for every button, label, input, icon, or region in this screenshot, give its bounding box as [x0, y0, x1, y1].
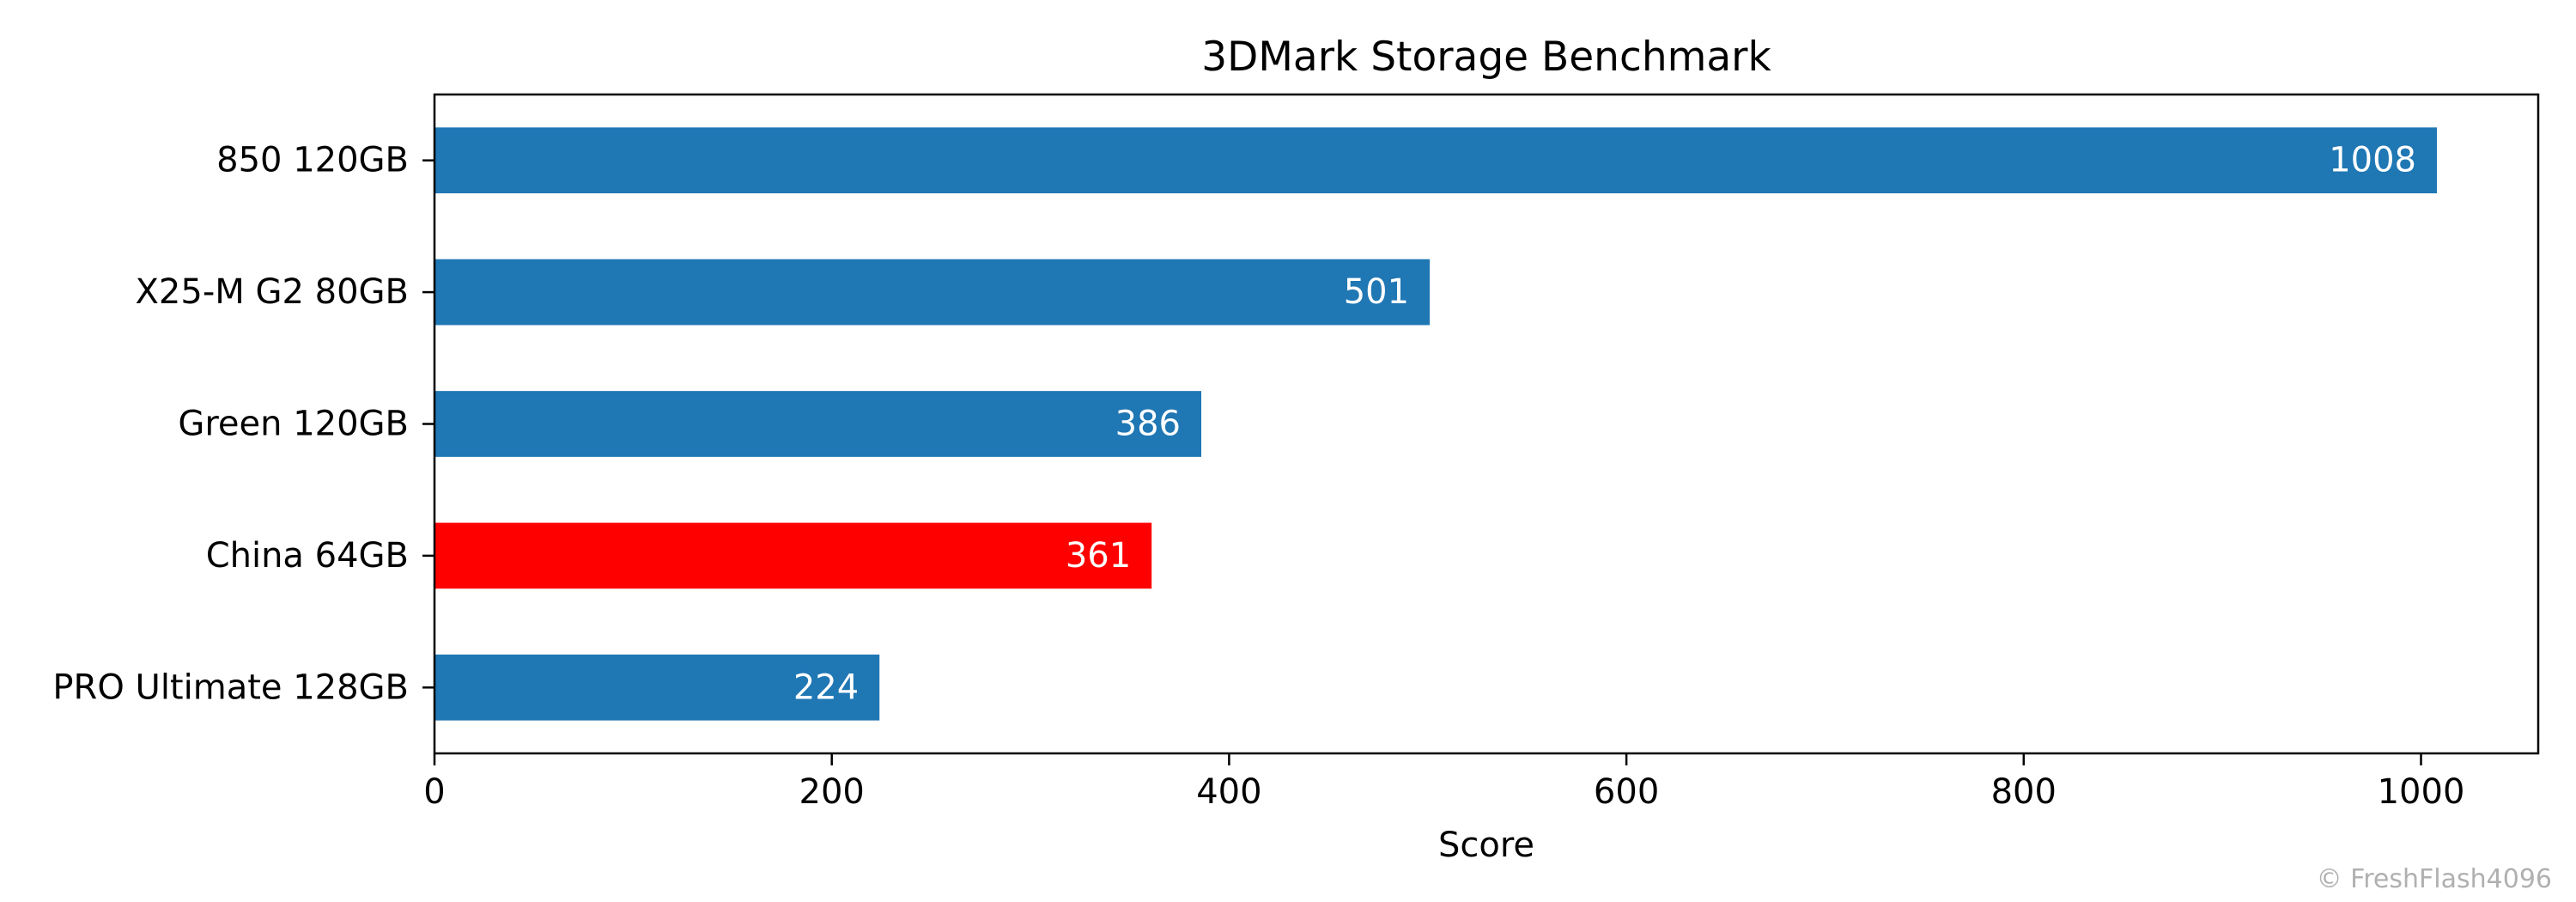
- y-tick-label: 850 120GB: [216, 141, 409, 180]
- x-tick-label: 400: [1196, 772, 1261, 812]
- plot-frame: [433, 93, 2540, 755]
- bar-value-label: 386: [1115, 405, 1181, 444]
- ticks-layer: 850 120GB X25-M G2 80GB Green 120GB China 6…: [52, 141, 2464, 812]
- bar-value-label: 224: [793, 667, 859, 707]
- bar-value-label: 501: [1344, 272, 1409, 312]
- bar-3: [434, 391, 1202, 457]
- bar-4: [434, 522, 1152, 589]
- bar-5: [434, 654, 880, 721]
- bar-2: [434, 259, 1431, 326]
- x-tick-label: 600: [1594, 772, 1659, 812]
- chart-title: 3DMark Storage Benchmark: [1201, 34, 1771, 81]
- x-tick-label: 1000: [2378, 772, 2465, 812]
- bar-value-label: 361: [1066, 536, 1131, 576]
- watermark: © FreshFlash4096: [2317, 864, 2552, 894]
- x-tick-label: 200: [799, 772, 865, 812]
- y-tick-label: X25-M G2 80GB: [136, 272, 409, 312]
- x-tick-label: 0: [423, 772, 445, 812]
- y-tick-label: PRO Ultimate 128GB: [52, 667, 409, 707]
- bar-value-label: 1008: [2329, 141, 2416, 180]
- bar-1: [434, 127, 2438, 194]
- y-tick-label: Green 120GB: [178, 405, 409, 444]
- bars-layer: 1008 501 386 361 224: [434, 127, 2438, 721]
- x-axis-label: Score: [1438, 826, 1534, 865]
- x-tick-label: 800: [1991, 772, 2057, 812]
- y-tick-label: China 64GB: [206, 536, 409, 576]
